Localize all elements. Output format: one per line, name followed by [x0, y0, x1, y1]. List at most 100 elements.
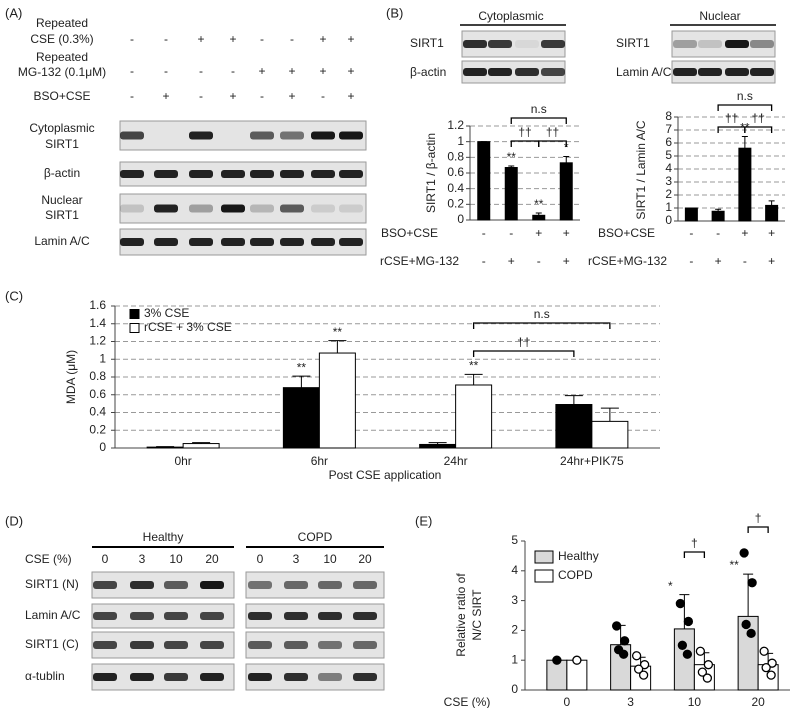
band — [120, 131, 144, 140]
y-tick-label: 4 — [511, 563, 518, 577]
y-tick-label: 8 — [665, 109, 672, 123]
data-point — [682, 649, 693, 659]
significance: † — [755, 511, 762, 525]
bracket — [472, 322, 611, 329]
x-tick-label: 6hr — [311, 454, 328, 468]
sign: + — [197, 32, 204, 46]
band — [221, 132, 245, 140]
band — [339, 204, 363, 213]
band — [673, 68, 697, 76]
band — [284, 641, 308, 649]
x-tick-label: 0hr — [174, 454, 191, 468]
bar — [555, 404, 593, 449]
error-bar — [600, 407, 619, 422]
data-point — [695, 646, 706, 656]
band — [189, 238, 213, 246]
band — [339, 170, 363, 178]
y-tick-label: 0 — [457, 212, 464, 226]
dose: 3 — [293, 552, 300, 566]
band — [164, 612, 188, 620]
panel-label: (D) — [5, 513, 23, 528]
panel-label: (E) — [415, 513, 432, 528]
band — [311, 170, 335, 178]
sign: - — [689, 254, 693, 268]
row-label: BSO+CSE — [33, 89, 90, 103]
band — [280, 204, 304, 213]
data-point — [702, 673, 713, 683]
bracket — [744, 126, 773, 133]
band — [353, 673, 377, 681]
band — [353, 612, 377, 620]
bracket — [747, 526, 769, 533]
band — [311, 131, 335, 140]
blot-label: SIRT1 — [616, 36, 650, 50]
sign: + — [741, 226, 748, 240]
blot-label: β-actin — [44, 166, 80, 180]
sign: + — [229, 89, 236, 103]
band — [280, 238, 304, 246]
y-axis-label: N/C SIRT — [470, 589, 484, 641]
y-tick-label: 0.6 — [447, 165, 464, 179]
group-label: Healthy — [143, 530, 184, 544]
dose: 0 — [102, 552, 109, 566]
sign: + — [508, 254, 515, 268]
band — [154, 132, 178, 140]
data-point — [767, 658, 777, 668]
blot-label: SIRT1 — [45, 137, 79, 151]
blot — [671, 30, 776, 58]
error-bar — [508, 165, 515, 168]
y-tick-label: 0.8 — [89, 369, 106, 383]
sign: + — [288, 64, 295, 78]
band — [130, 641, 154, 649]
blot-label: Cytoplasmic — [29, 121, 94, 135]
y-axis-label: SIRT1 / Lamin A/C — [634, 120, 648, 219]
sign: + — [563, 254, 570, 268]
error-bar — [715, 208, 722, 212]
bracket — [717, 104, 773, 111]
significance: n.s — [737, 89, 753, 103]
legend-label: Healthy — [558, 549, 599, 563]
band — [164, 581, 188, 589]
x-tick-label: 20 — [751, 695, 765, 708]
band — [318, 673, 342, 681]
row-label: MG-132 (0.1μM) — [18, 65, 106, 79]
band — [200, 581, 224, 589]
bar — [455, 384, 493, 449]
x-tick-label: 24hr+PIK75 — [560, 454, 624, 468]
bar — [318, 352, 356, 449]
bar — [765, 204, 779, 222]
band — [250, 204, 274, 213]
data-point — [746, 628, 756, 639]
band — [164, 641, 188, 649]
band — [541, 68, 565, 76]
y-tick-label: 1 — [99, 351, 106, 365]
y-tick-label: 0 — [511, 682, 518, 696]
x-axis-label: CSE (%) — [444, 695, 491, 708]
band — [463, 40, 487, 48]
band — [311, 204, 335, 213]
bar — [559, 162, 573, 221]
blot-label: SIRT1 (N) — [25, 577, 79, 591]
blot-label: Nuclear — [41, 193, 82, 207]
band — [488, 68, 512, 76]
blot-label: SIRT1 (C) — [25, 637, 79, 651]
band — [154, 238, 178, 246]
y-axis-label: SIRT1 / β-actin — [424, 133, 438, 213]
data-point — [631, 651, 642, 661]
band — [488, 40, 512, 48]
blot — [671, 60, 776, 84]
bar — [738, 147, 752, 222]
band — [200, 641, 224, 649]
band — [353, 581, 377, 589]
band — [154, 204, 178, 213]
significance: ** — [729, 558, 739, 572]
sign: - — [321, 89, 325, 103]
sign: - — [482, 226, 486, 240]
data-point — [766, 670, 776, 680]
sign: - — [260, 32, 264, 46]
band — [250, 170, 274, 178]
band — [221, 204, 245, 213]
y-tick-label: 0.8 — [447, 150, 464, 164]
band — [318, 612, 342, 620]
